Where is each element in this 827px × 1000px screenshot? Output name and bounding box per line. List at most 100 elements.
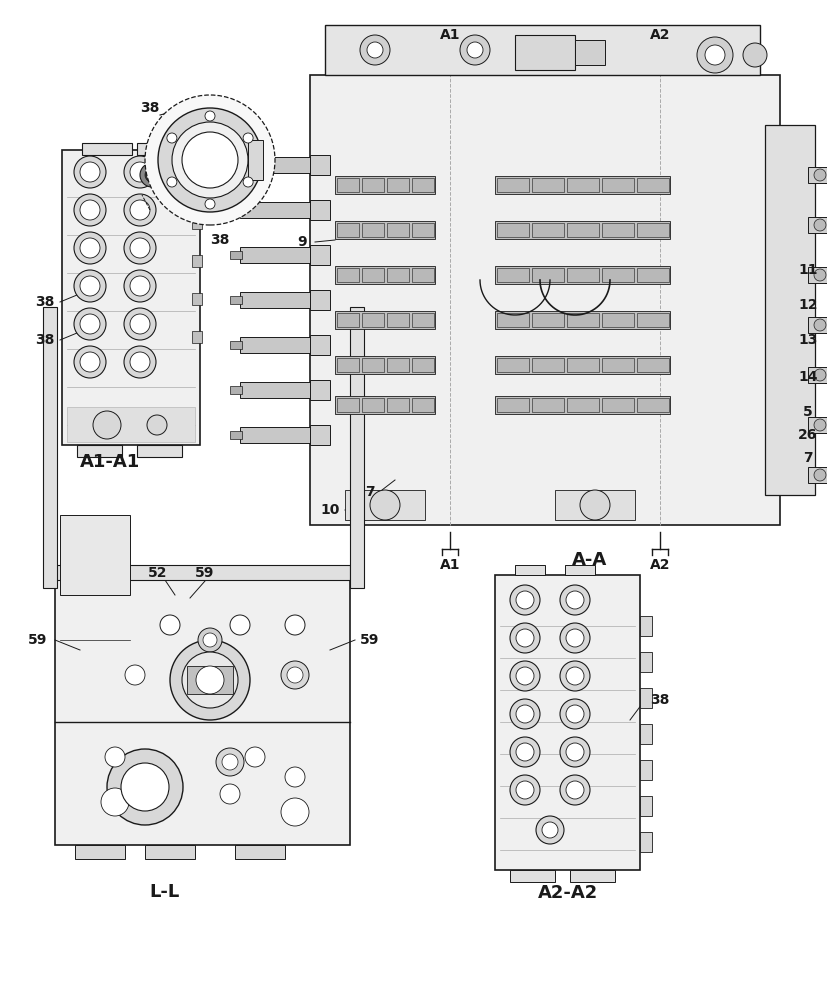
Bar (309, 335, 330, 355)
Circle shape (124, 194, 155, 226)
Circle shape (742, 43, 766, 67)
Bar (187, 666, 232, 694)
Text: 7: 7 (802, 451, 812, 465)
Circle shape (515, 629, 533, 647)
Bar (601, 398, 633, 412)
Bar (496, 268, 528, 282)
Bar (807, 417, 827, 433)
Circle shape (559, 737, 590, 767)
Bar (601, 178, 633, 192)
Bar (495, 575, 639, 870)
Circle shape (509, 775, 539, 805)
Bar (532, 398, 563, 412)
Circle shape (370, 490, 399, 520)
Circle shape (74, 156, 106, 188)
Bar (345, 490, 424, 520)
Circle shape (509, 699, 539, 729)
Circle shape (813, 369, 825, 381)
Circle shape (74, 346, 106, 378)
Bar (240, 292, 314, 308)
Bar (495, 356, 669, 374)
Circle shape (121, 763, 169, 811)
Bar (495, 221, 669, 239)
Circle shape (243, 133, 253, 143)
Bar (192, 293, 202, 305)
Circle shape (216, 748, 244, 776)
Bar (361, 398, 384, 412)
Bar (43, 307, 57, 588)
Circle shape (107, 749, 183, 825)
Circle shape (460, 35, 490, 65)
Circle shape (360, 35, 390, 65)
Circle shape (515, 743, 533, 761)
Circle shape (509, 623, 539, 653)
Text: A-A: A-A (571, 551, 607, 569)
Circle shape (130, 276, 150, 296)
Bar (335, 176, 434, 194)
Bar (335, 356, 434, 374)
Bar (335, 221, 434, 239)
Circle shape (80, 352, 100, 372)
Circle shape (579, 490, 609, 520)
Circle shape (124, 346, 155, 378)
Bar (192, 255, 202, 267)
Circle shape (158, 108, 261, 212)
Bar (566, 398, 598, 412)
Bar (361, 268, 384, 282)
Circle shape (74, 308, 106, 340)
Bar (230, 206, 241, 214)
Bar (240, 337, 314, 353)
Bar (412, 268, 433, 282)
Bar (192, 217, 202, 229)
Text: 52: 52 (148, 566, 168, 580)
Bar (639, 616, 651, 636)
Circle shape (124, 270, 155, 302)
Circle shape (93, 411, 121, 439)
Circle shape (515, 667, 533, 685)
Text: 14: 14 (797, 370, 817, 384)
Bar (230, 386, 241, 394)
Bar (230, 431, 241, 439)
Circle shape (205, 199, 215, 209)
Circle shape (147, 415, 167, 435)
Bar (496, 398, 528, 412)
Text: 11: 11 (797, 263, 817, 277)
Circle shape (813, 419, 825, 431)
Bar (639, 760, 651, 780)
Circle shape (566, 591, 583, 609)
Bar (337, 313, 359, 327)
Bar (639, 832, 651, 852)
Circle shape (535, 816, 563, 844)
Bar (309, 75, 779, 525)
Circle shape (566, 705, 583, 723)
Circle shape (145, 95, 275, 225)
Bar (807, 217, 827, 233)
Text: 7: 7 (365, 485, 375, 499)
Bar (386, 268, 409, 282)
Bar (566, 358, 598, 372)
Bar (136, 445, 182, 457)
Bar (240, 427, 314, 443)
Bar (386, 178, 409, 192)
Text: A2: A2 (649, 28, 669, 42)
Bar (335, 266, 434, 284)
Circle shape (559, 775, 590, 805)
Circle shape (566, 743, 583, 761)
Bar (532, 268, 563, 282)
Circle shape (160, 615, 179, 635)
Circle shape (130, 162, 150, 182)
Bar (639, 724, 651, 744)
Bar (309, 200, 330, 220)
Bar (554, 490, 634, 520)
Bar (337, 268, 359, 282)
Bar (386, 223, 409, 237)
Bar (496, 178, 528, 192)
Circle shape (205, 111, 215, 121)
Circle shape (566, 667, 583, 685)
Circle shape (509, 737, 539, 767)
Circle shape (124, 156, 155, 188)
Text: 59: 59 (28, 633, 48, 647)
Bar (309, 155, 330, 175)
Bar (335, 396, 434, 414)
Bar (136, 143, 172, 155)
